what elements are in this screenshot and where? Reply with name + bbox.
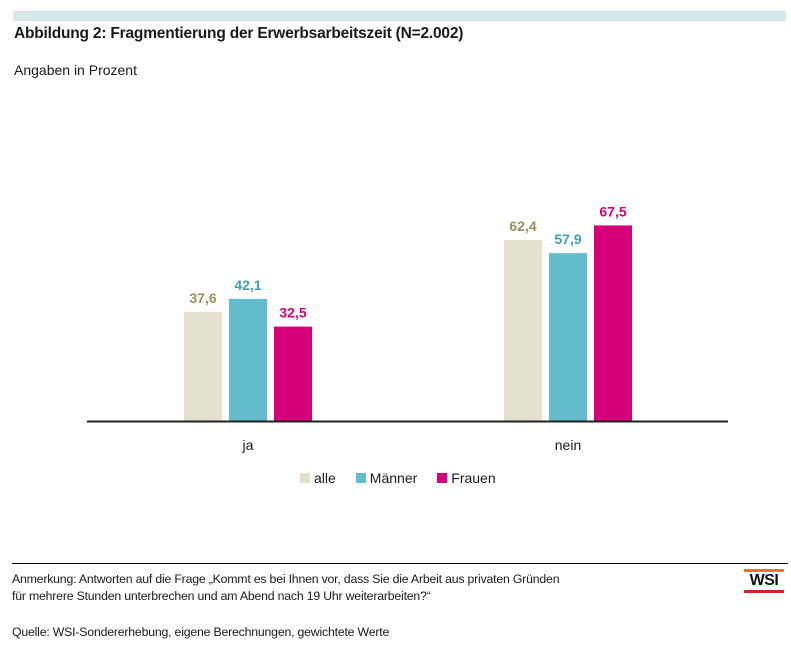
legend-swatch-frauen [437, 473, 448, 483]
category-label-ja: ja [242, 437, 254, 453]
footnote: Anmerkung: Antworten auf die Frage „Komm… [12, 571, 652, 605]
chart-subtitle: Angaben in Prozent [14, 62, 137, 78]
logo-text: WSI [749, 572, 779, 589]
category-labels-group: ja nein [242, 437, 582, 453]
value-label-ja-maenner: 42,1 [234, 277, 261, 293]
bar-ja-alle [184, 311, 222, 421]
footer-divider [12, 563, 788, 564]
value-label-ja-alle: 37,6 [189, 290, 216, 306]
legend-item-alle: alle [300, 470, 336, 486]
legend-item-frauen: Frauen [437, 470, 496, 486]
bar-ja-frauen [274, 326, 312, 421]
value-label-nein-frauen: 67,5 [599, 203, 626, 219]
legend: alle Männer Frauen [300, 470, 516, 486]
value-label-nein-alle: 62,4 [509, 218, 536, 234]
category-label-nein: nein [555, 437, 581, 453]
bar-ja-maenner [229, 298, 267, 421]
legend-label-maenner: Männer [369, 470, 418, 486]
bar-chart: 37,6 42,1 32,5 62,4 57,9 67,5 ja nein [87, 203, 728, 453]
legend-swatch-alle [300, 473, 310, 483]
logo-orange-bar [744, 569, 784, 572]
footnote-line-1: Anmerkung: Antworten auf die Frage „Komm… [12, 572, 560, 586]
top-accent-bar [13, 11, 786, 21]
source-note: Quelle: WSI-Sondererhebung, eigene Berec… [12, 625, 390, 639]
value-label-nein-maenner: 57,9 [554, 231, 581, 247]
legend-swatch-maenner [355, 473, 366, 483]
legend-label-frauen: Frauen [451, 470, 496, 486]
legend-label-alle: alle [314, 470, 336, 486]
value-labels-group: 37,6 42,1 32,5 62,4 57,9 67,5 [189, 203, 626, 320]
bar-nein-maenner [549, 253, 587, 421]
wsi-logo: WSI [744, 569, 784, 593]
bar-nein-frauen [594, 225, 632, 421]
bar-nein-alle [504, 240, 542, 421]
chart-title: Abbildung 2: Fragmentierung der Erwerbsa… [14, 25, 464, 42]
value-label-ja-frauen: 32,5 [279, 305, 306, 321]
bars-group [184, 225, 632, 421]
legend-item-maenner: Männer [355, 470, 418, 486]
footnote-line-2: für mehrere Stunden unterbrechen und am … [12, 589, 431, 603]
logo-red-bar [744, 590, 784, 593]
